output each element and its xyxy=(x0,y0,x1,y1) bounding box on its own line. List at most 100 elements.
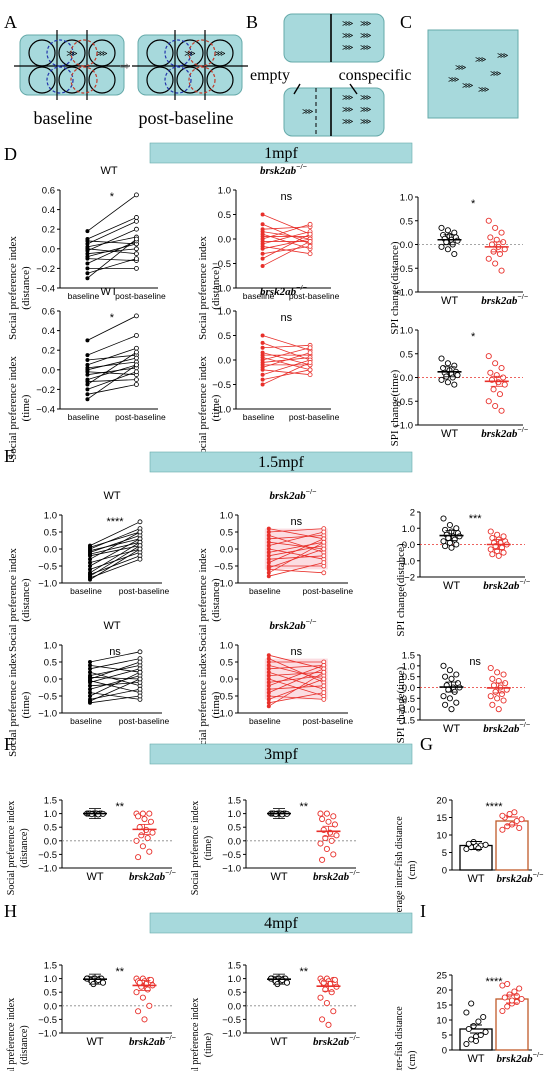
wt-points xyxy=(437,355,462,388)
plate-schematic: ⋙ ⋙ xyxy=(14,30,130,100)
baseline-point xyxy=(260,377,265,382)
fish-icon: ⋙ xyxy=(342,19,353,28)
mutant-point xyxy=(498,267,505,274)
baseline-point xyxy=(266,547,271,551)
pair-line xyxy=(89,531,141,548)
wt-point xyxy=(442,701,449,708)
pair-line xyxy=(87,217,137,240)
well xyxy=(28,66,56,94)
stage-banner xyxy=(149,142,413,164)
x-tick-wt: WT xyxy=(86,1036,103,1048)
post-point xyxy=(307,360,313,365)
axes: −1.0 −0.5 0.0 0.5 1.0 xyxy=(394,326,523,432)
bar-point xyxy=(518,995,525,1003)
pair-line xyxy=(89,521,141,546)
y-tick-label: 1.0 xyxy=(44,974,57,985)
wt-point xyxy=(448,706,455,713)
x-tick-label: post-baseline xyxy=(115,412,166,422)
pair-line xyxy=(87,258,137,274)
mutant-point xyxy=(495,552,502,559)
post-point xyxy=(134,226,139,232)
fish-icon: ⋙ xyxy=(360,43,371,52)
y-tick-label: 10 xyxy=(436,1016,447,1027)
mutant-point xyxy=(500,533,507,540)
mutant-point xyxy=(328,837,335,844)
wt-point xyxy=(438,224,445,231)
y-tick-label: 0.0 xyxy=(44,1001,57,1012)
baseline-point xyxy=(88,553,92,558)
y-axis-label: SPI change(distance) xyxy=(389,241,401,334)
wt-point xyxy=(279,811,286,818)
pair-line xyxy=(262,369,311,376)
baseline-point xyxy=(260,256,265,261)
pair-line xyxy=(262,357,311,371)
baseline-point xyxy=(85,251,90,256)
mutant-point xyxy=(147,976,154,984)
y-axis-label: SPI change(distance) xyxy=(395,543,407,636)
y-axis-label: Social preference index xyxy=(197,356,209,460)
y-tick-label: 0.0 xyxy=(218,235,231,246)
baseline-point xyxy=(88,694,92,698)
stage-label: 4mpf xyxy=(264,915,298,932)
mutant-point xyxy=(139,810,146,817)
y-tick-label: 2 xyxy=(410,508,415,519)
tank-bottom xyxy=(283,87,385,137)
mutant-label: brsk2ab−/− xyxy=(497,1050,544,1065)
baseline-point xyxy=(85,387,90,392)
pair-line xyxy=(87,371,137,390)
x-tick-label: post-baseline xyxy=(303,716,354,726)
baseline-point xyxy=(85,276,90,281)
baseline-point xyxy=(266,704,271,709)
post-point xyxy=(307,243,313,249)
baseline-point xyxy=(266,557,271,562)
mutant-point xyxy=(144,986,151,993)
axes: −1.0 −0.5 0.0 0.5 1.0 xyxy=(212,307,331,416)
y-tick-label: −1.0 xyxy=(38,709,57,720)
post-point xyxy=(307,367,313,373)
post-point xyxy=(321,676,327,682)
mutant-point xyxy=(139,843,146,850)
wt-point xyxy=(438,355,445,362)
baseline-point xyxy=(266,660,271,664)
series-paired xyxy=(88,519,143,582)
y-tick-label: 1.0 xyxy=(228,974,241,985)
wt-point xyxy=(448,544,455,551)
baseline-point xyxy=(266,677,271,681)
baseline-point xyxy=(85,358,90,362)
baseline-point xyxy=(266,680,271,685)
baseline-point xyxy=(85,392,90,397)
y-tick-label: 0.5 xyxy=(218,210,231,221)
wt-point xyxy=(440,693,447,700)
significance: ** xyxy=(115,966,124,978)
wt-point xyxy=(444,360,451,367)
y-tick-label: 15 xyxy=(436,1001,447,1012)
baseline-point xyxy=(260,263,265,268)
y-tick-label: 25 xyxy=(436,971,447,982)
fish-icon: ⋙ xyxy=(96,49,107,58)
wt-point xyxy=(453,541,460,548)
axes: −1.0 −0.5 0.0 0.5 1.0 xyxy=(214,511,348,590)
x-tick-wt: WT xyxy=(441,295,458,307)
pair-line xyxy=(89,541,141,555)
mutant-point xyxy=(330,1008,337,1015)
wt-point xyxy=(440,515,447,522)
post-point xyxy=(134,362,139,368)
pair-line xyxy=(87,240,137,264)
y-axis-label: (cm) xyxy=(407,861,418,880)
y-tick-label: −0.5 xyxy=(394,397,413,408)
series-paired xyxy=(264,653,328,709)
y-axis-label: Social preference index xyxy=(6,998,17,1071)
pair-line xyxy=(268,541,324,553)
pair-line xyxy=(268,665,324,687)
baseline-point xyxy=(85,248,90,253)
mutant-point xyxy=(498,229,505,236)
wt-points xyxy=(267,808,291,819)
y-tick-label: 1.0 xyxy=(228,809,241,820)
well xyxy=(58,66,86,94)
y-axis-label: (distance) xyxy=(19,828,30,867)
wt-point xyxy=(451,381,458,388)
wt-point xyxy=(451,250,458,258)
mutant-point xyxy=(487,369,494,376)
zone xyxy=(46,39,74,67)
mutant-label: brsk2ab−/− xyxy=(129,1033,176,1048)
